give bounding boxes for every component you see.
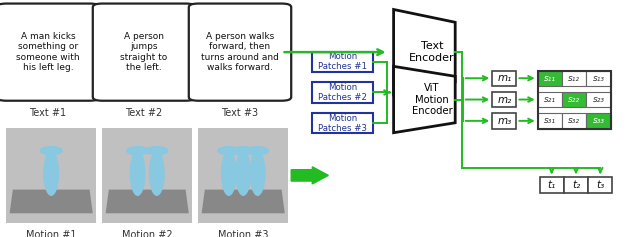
Text: m₁: m₁ <box>497 73 511 83</box>
Text: Motion #2: Motion #2 <box>122 230 173 237</box>
Ellipse shape <box>250 151 266 196</box>
Circle shape <box>146 147 168 155</box>
FancyBboxPatch shape <box>198 128 288 223</box>
Text: s₂₂: s₂₂ <box>568 95 580 104</box>
FancyBboxPatch shape <box>564 177 588 192</box>
FancyBboxPatch shape <box>492 70 516 86</box>
FancyArrow shape <box>291 167 328 184</box>
Text: Motion
Patches #1: Motion Patches #1 <box>318 52 367 71</box>
Circle shape <box>232 147 254 155</box>
Text: Text
Encoder: Text Encoder <box>409 41 455 63</box>
Text: s₂₁: s₂₁ <box>544 95 556 104</box>
Text: m₂: m₂ <box>497 95 511 105</box>
Circle shape <box>40 147 62 155</box>
Ellipse shape <box>236 151 252 196</box>
FancyBboxPatch shape <box>492 113 516 128</box>
FancyBboxPatch shape <box>562 113 586 128</box>
FancyBboxPatch shape <box>540 177 564 192</box>
Polygon shape <box>394 66 455 133</box>
Ellipse shape <box>221 151 237 196</box>
Text: Motion
Patches #2: Motion Patches #2 <box>318 83 367 102</box>
FancyBboxPatch shape <box>189 4 291 101</box>
FancyBboxPatch shape <box>586 92 611 107</box>
Polygon shape <box>10 190 93 213</box>
Text: s₃₃: s₃₃ <box>593 116 604 125</box>
Text: A person walks
forward, then
turns around and
walks forward.: A person walks forward, then turns aroun… <box>201 32 279 72</box>
Text: s₁₂: s₁₂ <box>568 74 580 83</box>
Text: s₃₂: s₃₂ <box>568 116 580 125</box>
Text: Text #2: Text #2 <box>125 108 163 118</box>
FancyBboxPatch shape <box>312 52 372 72</box>
FancyBboxPatch shape <box>492 92 516 107</box>
Text: Motion
Patches #3: Motion Patches #3 <box>318 114 367 133</box>
Text: ViT
Motion
Encoder: ViT Motion Encoder <box>412 83 452 116</box>
FancyBboxPatch shape <box>312 113 372 133</box>
Circle shape <box>218 147 239 155</box>
Text: m₃: m₃ <box>497 116 511 126</box>
Text: Text #1: Text #1 <box>29 108 67 118</box>
FancyBboxPatch shape <box>562 70 586 86</box>
Ellipse shape <box>149 151 165 196</box>
FancyBboxPatch shape <box>6 128 96 223</box>
Text: A person
jumps
straight to
the left.: A person jumps straight to the left. <box>120 32 168 72</box>
Text: s₁₁: s₁₁ <box>544 74 556 83</box>
FancyBboxPatch shape <box>538 70 562 86</box>
Text: s₂₃: s₂₃ <box>593 95 604 104</box>
Text: s₃₁: s₃₁ <box>544 116 556 125</box>
Text: t₃: t₃ <box>596 180 604 190</box>
FancyBboxPatch shape <box>586 113 611 128</box>
Ellipse shape <box>44 151 60 196</box>
Text: t₂: t₂ <box>572 180 580 190</box>
Polygon shape <box>106 190 189 213</box>
FancyBboxPatch shape <box>102 128 192 223</box>
Text: Motion #3: Motion #3 <box>218 230 268 237</box>
Circle shape <box>127 147 148 155</box>
Text: Motion #1: Motion #1 <box>26 230 76 237</box>
FancyBboxPatch shape <box>0 4 99 101</box>
Polygon shape <box>202 190 285 213</box>
Text: t₁: t₁ <box>548 180 556 190</box>
Text: Text #3: Text #3 <box>221 108 259 118</box>
FancyBboxPatch shape <box>312 82 372 102</box>
FancyBboxPatch shape <box>538 113 562 128</box>
Text: A man kicks
something or
someone with
his left leg.: A man kicks something or someone with hi… <box>16 32 80 72</box>
FancyBboxPatch shape <box>562 92 586 107</box>
FancyBboxPatch shape <box>93 4 195 101</box>
Polygon shape <box>394 9 455 95</box>
Text: s₁₃: s₁₃ <box>593 74 604 83</box>
Circle shape <box>247 147 269 155</box>
FancyBboxPatch shape <box>588 177 612 192</box>
Ellipse shape <box>130 151 146 196</box>
FancyBboxPatch shape <box>586 70 611 86</box>
FancyBboxPatch shape <box>538 92 562 107</box>
